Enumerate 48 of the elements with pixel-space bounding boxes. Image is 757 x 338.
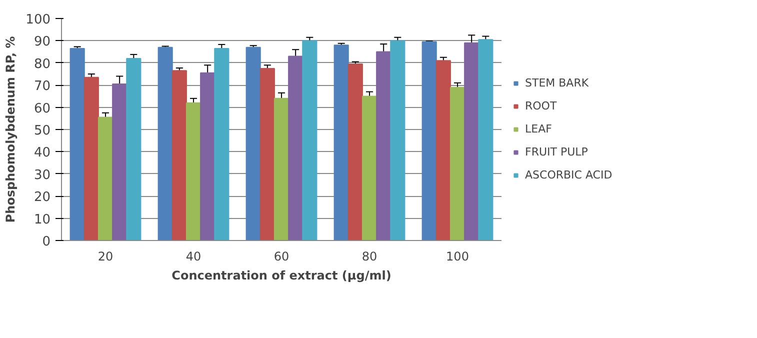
bar xyxy=(70,48,85,240)
legend-label: ROOT xyxy=(525,100,557,112)
legend-label: FRUIT PULP xyxy=(525,146,588,158)
bar xyxy=(478,39,494,240)
bar xyxy=(98,116,114,240)
bar xyxy=(126,58,142,240)
bar xyxy=(464,42,480,240)
x-tick-label: 20 xyxy=(98,250,114,264)
bar xyxy=(362,96,378,240)
bar xyxy=(390,40,406,240)
bar xyxy=(200,72,216,240)
y-tick-label: 100 xyxy=(26,12,51,28)
x-tick-label: 40 xyxy=(186,250,202,264)
legend-label: ASCORBIC ACID xyxy=(525,168,612,182)
legend-label: LEAF xyxy=(525,122,552,136)
bar xyxy=(260,68,275,240)
x-tick-label: 80 xyxy=(362,250,378,264)
x-tick-label: 60 xyxy=(274,250,290,264)
y-tick-label: 30 xyxy=(34,168,51,183)
y-tick-label: 40 xyxy=(34,146,51,161)
bar xyxy=(376,51,392,240)
bar xyxy=(302,40,318,240)
y-tick-label: 60 xyxy=(34,101,51,116)
y-tick-label: 10 xyxy=(34,212,51,228)
y-tick-label: 50 xyxy=(34,124,51,138)
y-tick-label: 0 xyxy=(42,234,51,250)
bar xyxy=(334,44,349,240)
bar xyxy=(172,70,187,240)
bar xyxy=(186,102,202,240)
bar xyxy=(158,46,173,240)
y-tick-label: 20 xyxy=(34,190,51,206)
y-tick-label: 90 xyxy=(34,34,51,50)
x-axis-title: Concentration of extract (µg/ml) xyxy=(172,268,392,282)
legend-label: STEM BARK xyxy=(525,76,589,90)
bar xyxy=(274,98,290,240)
bar xyxy=(214,48,230,240)
bar xyxy=(112,83,128,240)
bar xyxy=(436,60,451,240)
bar xyxy=(246,46,261,240)
x-tick-label: 100 xyxy=(446,250,469,264)
bar xyxy=(422,41,437,240)
y-tick-label: 80 xyxy=(34,56,51,72)
bar xyxy=(84,76,99,240)
bar xyxy=(450,86,466,240)
bar xyxy=(288,56,304,240)
y-tick-label: 70 xyxy=(34,79,51,94)
y-axis-title: Phosphomolybdenum RP, % xyxy=(4,36,18,223)
bar xyxy=(348,64,363,240)
